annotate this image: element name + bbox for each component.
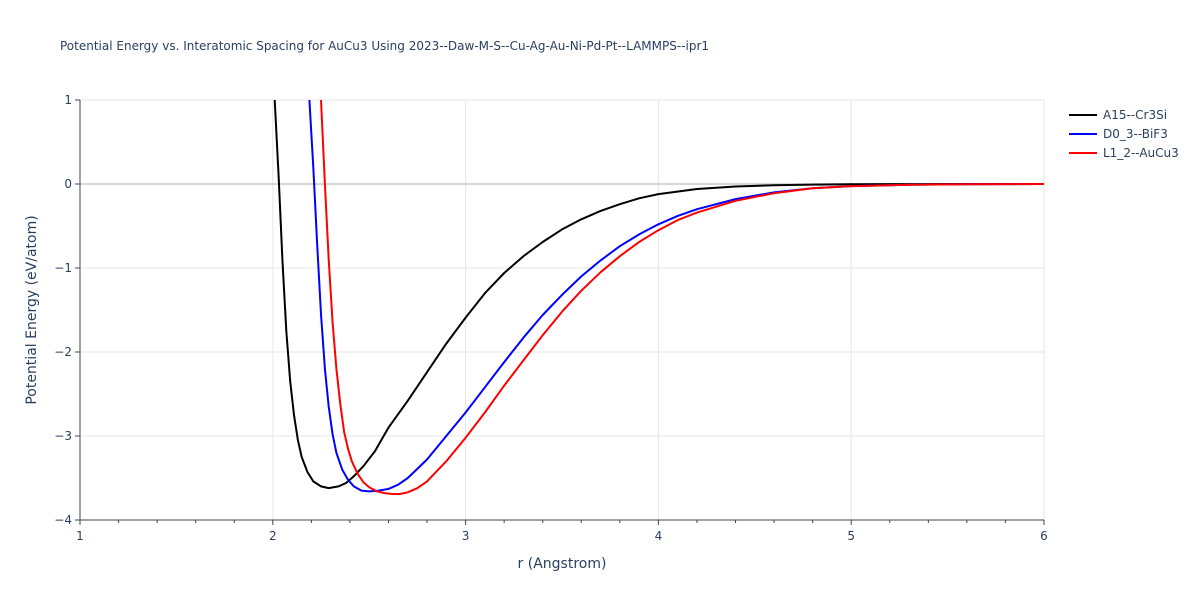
x-axis-title: r (Angstrom) (518, 556, 607, 572)
x-tick-label: 1 (76, 529, 84, 543)
x-tick-label: 6 (1040, 529, 1048, 543)
x-tick-label: 3 (462, 529, 470, 543)
x-tick-label: 5 (847, 529, 855, 543)
y-axis-title: Potential Energy (eV/atom) (24, 215, 40, 404)
x-tick-label: 2 (269, 529, 277, 543)
x-tick-label: 4 (655, 529, 663, 543)
y-tick-label: −2 (54, 345, 72, 359)
y-tick-label: −4 (54, 513, 72, 527)
series-lines (273, 100, 1044, 495)
y-tick-label: −1 (54, 261, 72, 275)
series-line (320, 100, 1044, 495)
chart-title: Potential Energy vs. Interatomic Spacing… (60, 39, 709, 53)
axes: 1 2 3 4 5 6 −4 −3 −2 −1 0 1 (54, 93, 1048, 543)
legend-label[interactable]: L1_2--AuCu3 (1103, 146, 1179, 160)
legend: A15--Cr3Si D0_3--BiF3 L1_2--AuCu3 (1069, 108, 1179, 160)
legend-label[interactable]: D0_3--BiF3 (1103, 127, 1168, 141)
series-line (308, 100, 1044, 493)
y-tick-label: 1 (64, 93, 72, 107)
y-tick-label: −3 (54, 429, 72, 443)
series-line (273, 100, 1044, 490)
legend-label[interactable]: A15--Cr3Si (1103, 108, 1167, 122)
y-tick-label: 0 (64, 177, 72, 191)
